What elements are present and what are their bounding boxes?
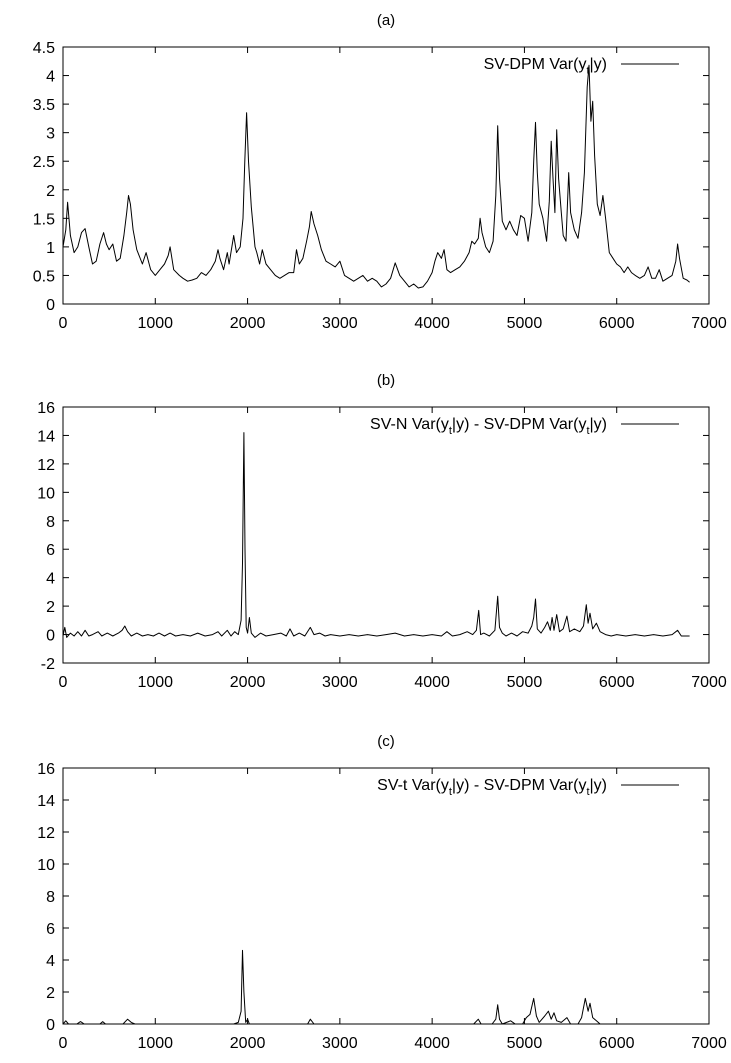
chart-title: (a) xyxy=(377,12,395,29)
y-tick-label: 4 xyxy=(46,69,55,86)
y-tick-label: 3.5 xyxy=(33,97,55,114)
x-tick-label: 6000 xyxy=(599,1035,635,1052)
legend-subscript: t xyxy=(449,786,452,798)
x-tick-label: 2000 xyxy=(230,1035,266,1052)
y-tick-label: 0 xyxy=(46,1017,55,1034)
x-tick-label: 0 xyxy=(59,674,68,691)
chart-0: (a) 0 0.5 1 1.5 2 2.5 3 3.5 4 4.5 0 1000 2000 3000 4000… xyxy=(33,12,727,332)
y-tick-label: 4 xyxy=(46,571,55,588)
x-tick-label: 1000 xyxy=(137,674,173,691)
legend-label: SV-t Var(yt|y) - SV-DPM Var(yt|y) xyxy=(377,777,607,798)
x-tick-label: 4000 xyxy=(414,1035,450,1052)
y-tick-label: 8 xyxy=(46,889,55,906)
y-tick-label: 2 xyxy=(46,599,55,616)
x-tick-label: 3000 xyxy=(322,315,358,332)
plot-frame xyxy=(62,406,710,664)
x-tick-label: 7000 xyxy=(691,1035,727,1052)
legend-subscript: t xyxy=(586,425,589,437)
y-tick-label: 10 xyxy=(37,857,55,874)
y-tick-label: 12 xyxy=(37,457,55,474)
legend-label: SV-N Var(yt|y) - SV-DPM Var(yt|y) xyxy=(370,416,607,437)
x-tick-label: 3000 xyxy=(322,674,358,691)
legend-text: |y) xyxy=(590,56,607,73)
y-tick-label: 12 xyxy=(37,825,55,842)
legend-text: SV-N Var(y xyxy=(370,416,449,433)
y-tick-label: 4.5 xyxy=(33,40,55,57)
y-tick-label: 2 xyxy=(46,985,55,1002)
y-tick-label: 2.5 xyxy=(33,154,55,171)
legend-label: SV-DPM Var(yt|y) xyxy=(484,56,607,77)
y-tick-label: 14 xyxy=(37,428,55,445)
series-line xyxy=(62,949,690,1025)
y-tick-label: 1 xyxy=(46,240,55,257)
x-tick-label: 1000 xyxy=(137,1035,173,1052)
x-tick-label: 7000 xyxy=(691,674,727,691)
y-tick-label: 6 xyxy=(46,542,55,559)
legend-subscript: t xyxy=(586,786,589,798)
chart-title: (b) xyxy=(377,372,395,389)
legend-text: SV-t Var(y xyxy=(377,777,449,794)
x-tick-label: 0 xyxy=(59,1035,68,1052)
y-tick-label: 6 xyxy=(46,921,55,938)
plot-frame xyxy=(62,46,710,305)
legend-text: |y) - SV-DPM Var(y xyxy=(452,777,587,794)
x-tick-label: 5000 xyxy=(507,674,543,691)
x-tick-label: 5000 xyxy=(507,315,543,332)
x-tick-label: 4000 xyxy=(414,315,450,332)
x-tick-label: 2000 xyxy=(230,674,266,691)
series-line xyxy=(62,64,690,289)
chart-2: (c) 0 2 4 6 8 10 12 14 16 0 1000 2000 3000 4000 5000 600… xyxy=(37,733,727,1052)
y-tick-label: 14 xyxy=(37,793,55,810)
y-tick-label: 0 xyxy=(46,628,55,645)
legend-text: |y) - SV-DPM Var(y xyxy=(452,416,587,433)
y-tick-label: 2 xyxy=(46,183,55,200)
legend-text: |y) xyxy=(590,416,607,433)
y-tick-label: 16 xyxy=(37,761,55,778)
legend-text: |y) xyxy=(590,777,607,794)
x-tick-label: 6000 xyxy=(599,674,635,691)
y-tick-label: 16 xyxy=(37,400,55,417)
y-tick-label: 8 xyxy=(46,514,55,531)
y-tick-label: 0.5 xyxy=(33,268,55,285)
legend-subscript: t xyxy=(449,425,452,437)
y-tick-label: 1.5 xyxy=(33,211,55,228)
chart-title: (c) xyxy=(377,733,395,750)
x-tick-label: 5000 xyxy=(507,1035,543,1052)
y-tick-label: 3 xyxy=(46,126,55,143)
series-line xyxy=(62,432,690,638)
x-tick-label: 1000 xyxy=(137,315,173,332)
legend-text: SV-DPM Var(y xyxy=(484,56,587,73)
x-tick-label: 6000 xyxy=(599,315,635,332)
plot-frame xyxy=(62,767,710,1025)
x-tick-label: 7000 xyxy=(691,315,727,332)
y-tick-label: 0 xyxy=(46,297,55,314)
x-tick-label: 2000 xyxy=(230,315,266,332)
x-tick-label: 3000 xyxy=(322,1035,358,1052)
y-tick-label: -2 xyxy=(41,656,55,673)
x-tick-label: 4000 xyxy=(414,674,450,691)
x-tick-label: 0 xyxy=(59,315,68,332)
y-tick-label: 10 xyxy=(37,485,55,502)
legend-subscript: t xyxy=(586,65,589,77)
y-tick-label: 4 xyxy=(46,953,55,970)
